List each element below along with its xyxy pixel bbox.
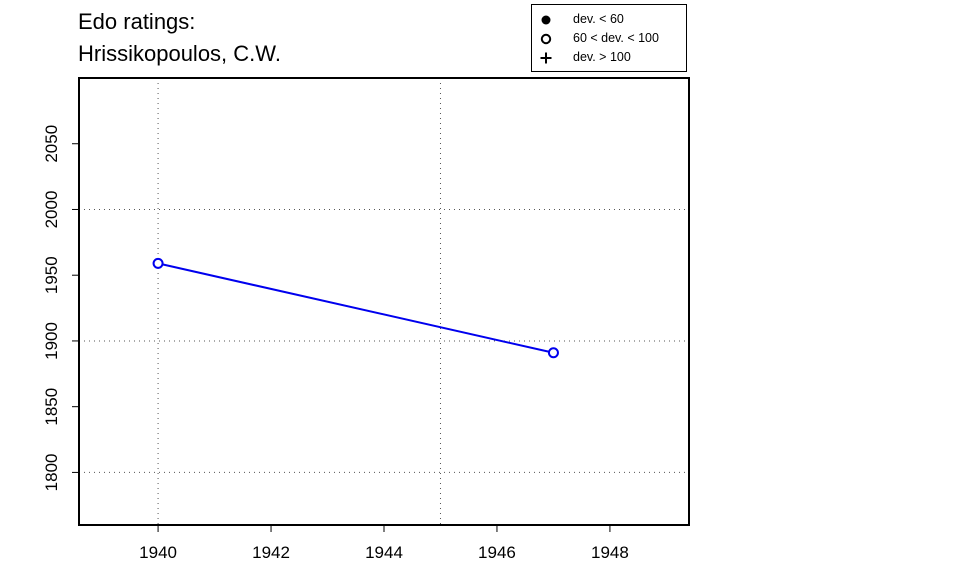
y-tick-label: 1900 — [42, 322, 61, 360]
x-tick-label: 1942 — [252, 543, 290, 562]
y-tick-label: 1950 — [42, 256, 61, 294]
grid — [79, 78, 689, 525]
y-tick-label: 1800 — [42, 453, 61, 491]
open-circle-icon — [540, 33, 552, 45]
legend-item-low-dev: dev. < 60 — [532, 11, 686, 29]
legend-label: 60 < dev. < 100 — [573, 31, 659, 45]
x-axis: 1940 1942 1944 1946 1948 — [139, 525, 629, 562]
chart-title-line-2: Hrissikopoulos, C.W. — [78, 41, 281, 66]
x-tick-label: 1946 — [478, 543, 516, 562]
x-tick-label: 1948 — [591, 543, 629, 562]
legend-label: dev. < 60 — [573, 12, 624, 26]
series-layer — [152, 257, 559, 359]
plus-icon — [540, 52, 552, 64]
y-tick-label: 2050 — [42, 125, 61, 163]
x-tick-label: 1940 — [139, 543, 177, 562]
chart-title-line-1: Edo ratings: — [78, 9, 196, 34]
y-tick-label: 2000 — [42, 191, 61, 229]
legend-item-mid-dev: 60 < dev. < 100 — [532, 30, 686, 48]
y-tick-label: 1850 — [42, 388, 61, 426]
plot-frame — [78, 77, 690, 526]
data-point — [547, 347, 559, 359]
legend-item-high-dev: dev. > 100 — [532, 49, 686, 67]
series-line — [157, 262, 554, 354]
y-axis: 1800 1850 1900 1950 2000 2050 — [42, 125, 79, 491]
x-tick-label: 1944 — [365, 543, 403, 562]
data-point — [152, 257, 164, 269]
legend: dev. < 60 60 < dev. < 100 dev. > 100 — [531, 4, 687, 72]
legend-label: dev. > 100 — [573, 50, 631, 64]
filled-circle-icon — [541, 15, 551, 25]
